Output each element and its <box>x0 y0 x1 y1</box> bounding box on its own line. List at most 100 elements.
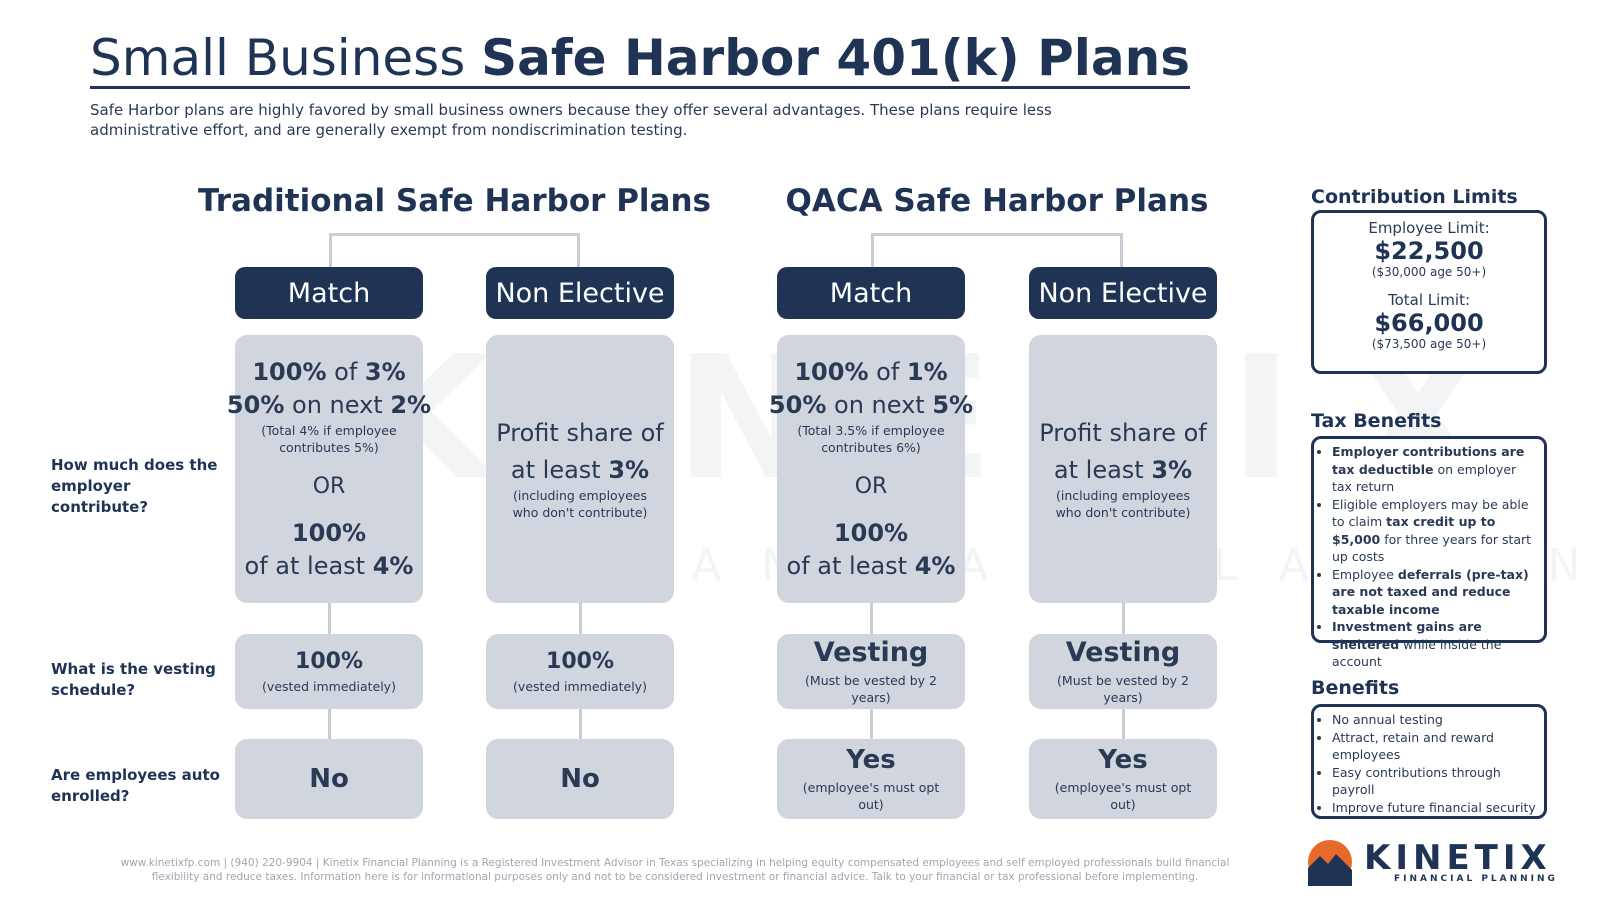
or: OR <box>312 473 346 499</box>
benefit-item: No annual testing <box>1332 711 1538 729</box>
text: while inside the account <box>1332 636 1502 670</box>
text: for three years for start up costs <box>1332 531 1532 565</box>
logo-icon <box>1308 840 1352 886</box>
text: of at least <box>786 551 915 580</box>
auto-note: (employee's must opt out) <box>802 780 940 812</box>
contribution-box: 100% of 1% 50% on next 5% (Total 3.5% if e… <box>769 335 973 603</box>
contribution-line: Profit share of <box>1039 417 1207 450</box>
text: on employer tax return <box>1332 461 1517 495</box>
benefit-item: Attract, retain and reward employees <box>1332 729 1538 764</box>
tax-list: Employer contributions are tax deductibl… <box>1314 439 1544 673</box>
tax-box: Employer contributions are tax deductibl… <box>1311 436 1547 669</box>
limits-box: Employee Limit: $22,500 ($30,000 age 50+) T… <box>1311 210 1547 374</box>
contribution-alt: of at least 4% <box>245 550 414 583</box>
row-question: Are employees auto enrolled? <box>51 766 220 805</box>
text: on next <box>826 390 933 419</box>
row-question: What is the vesting schedule? <box>51 660 216 699</box>
limit-label: Total Limit: <box>1387 291 1471 309</box>
vesting-main: Vesting <box>1065 637 1181 668</box>
text: Eligible employers may be able to claim <box>1332 496 1529 530</box>
vesting-note: (vested immediately) <box>513 678 647 694</box>
benefits-box: No annual testingAttract, retain and rew… <box>1311 704 1547 819</box>
limit-label: Employee Limit: <box>1368 219 1490 237</box>
bold-text: 100% <box>291 518 367 547</box>
limit-note: ($30,000 age 50+) <box>1371 265 1487 279</box>
contribution-note: (including employees who don't contribut… <box>512 488 648 520</box>
text: at least <box>1053 456 1152 484</box>
auto-box: Yes (employee's must opt out) <box>777 739 965 819</box>
bold-text: 5% <box>932 390 974 419</box>
plan-title: QACA Safe Harbor Plans <box>785 183 1209 219</box>
bold-text: Investment gains are sheltered <box>1332 619 1482 652</box>
bold-text: 1% <box>906 357 948 386</box>
section-title: Tax Benefits <box>1311 410 1442 432</box>
auto-note: (employee's must opt out) <box>1054 780 1192 812</box>
bold-text: 100% <box>794 357 869 386</box>
tax-item: Investment gains are sheltered while ins… <box>1332 618 1538 671</box>
contribution-line: Profit share of <box>496 417 664 450</box>
contribution-box: 100% of 3% 50% on next 2% (Total 4% if emp… <box>227 335 431 603</box>
tax-item: Eligible employers may be able to claim … <box>1332 496 1538 566</box>
title-light: Small Business <box>90 29 482 87</box>
benefit-item: Easy contributions through payroll <box>1332 764 1538 799</box>
limit-note: ($73,500 age 50+) <box>1371 337 1487 351</box>
vesting-main: Vesting <box>813 637 929 668</box>
column-label: Match <box>235 267 423 319</box>
auto-main: No <box>560 764 600 794</box>
logo-name: KINETIX <box>1364 838 1552 878</box>
benefits-list: No annual testingAttract, retain and rew… <box>1314 707 1544 818</box>
tax-item: Employee deferrals (pre-tax) are not tax… <box>1332 566 1538 619</box>
bracket <box>871 233 1123 267</box>
vesting-box: Vesting (Must be vested by 2 years) <box>777 634 965 709</box>
auto-box: Yes (employee's must opt out) <box>1029 739 1217 819</box>
vesting-note: (Must be vested by 2 years) <box>1057 673 1189 705</box>
contribution-box: Profit share of at least 3% (including emp… <box>1029 335 1217 603</box>
vesting-note: (vested immediately) <box>262 678 396 694</box>
auto-box: No <box>235 739 423 819</box>
bold-text: 3% <box>608 456 650 484</box>
section-title: Contribution Limits <box>1311 186 1518 208</box>
text: Employee <box>1332 566 1398 582</box>
plan-title: Traditional Safe Harbor Plans <box>198 183 711 219</box>
contribution-line: 50% on next 5% <box>769 389 973 422</box>
contribution-line: 100% of 1% <box>794 356 947 389</box>
contribution-note: (including employees who don't contribut… <box>1055 488 1191 520</box>
bold-text: 100% <box>252 357 327 386</box>
bold-text: Employer contributions are tax deductibl… <box>1332 444 1525 477</box>
or: OR <box>854 473 888 499</box>
column-label: Non Elective <box>486 267 674 319</box>
auto-main: No <box>309 764 349 794</box>
logo-tagline: FINANCIAL PLANNING <box>1394 874 1558 884</box>
bold-text: 2% <box>390 390 432 419</box>
vesting-note: (Must be vested by 2 years) <box>805 673 937 705</box>
page-title: Small Business Safe Harbor 401(k) Plans <box>90 29 1191 89</box>
bold-text: 50% <box>226 390 285 419</box>
vesting-box: 100% (vested immediately) <box>486 634 674 709</box>
contribution-alt: 100% <box>834 517 908 550</box>
text: of at least <box>244 551 373 580</box>
contribution-note: (Total 4% if employee contributes 5%) <box>261 422 397 455</box>
bold-text: 3% <box>1151 456 1193 484</box>
bold-text: deferrals (pre-tax) are not taxed and re… <box>1332 566 1529 617</box>
contribution-line: at least 3% <box>511 454 649 487</box>
text: Profit share of <box>1039 419 1207 447</box>
bold-text: 50% <box>768 390 827 419</box>
column-label: Match <box>777 267 965 319</box>
auto-box: No <box>486 739 674 819</box>
bold-text: 4% <box>914 551 956 580</box>
section-title: Benefits <box>1311 677 1400 699</box>
text: of <box>868 357 907 386</box>
contribution-line: 50% on next 2% <box>227 389 431 422</box>
subtitle: Safe Harbor plans are highly favored by … <box>90 101 1052 139</box>
bold-text: 3% <box>364 357 406 386</box>
bold-text: 4% <box>372 551 414 580</box>
column-label: Non Elective <box>1029 267 1217 319</box>
auto-main: Yes <box>846 745 896 775</box>
row-question: How much does the employer contribute? <box>51 456 218 516</box>
benefit-item: Improve future financial security <box>1332 799 1538 817</box>
contribution-line: at least 3% <box>1054 454 1192 487</box>
vesting-main: 100% <box>546 648 614 674</box>
bold-text: 100% <box>833 518 909 547</box>
text: Profit share of <box>496 419 664 447</box>
